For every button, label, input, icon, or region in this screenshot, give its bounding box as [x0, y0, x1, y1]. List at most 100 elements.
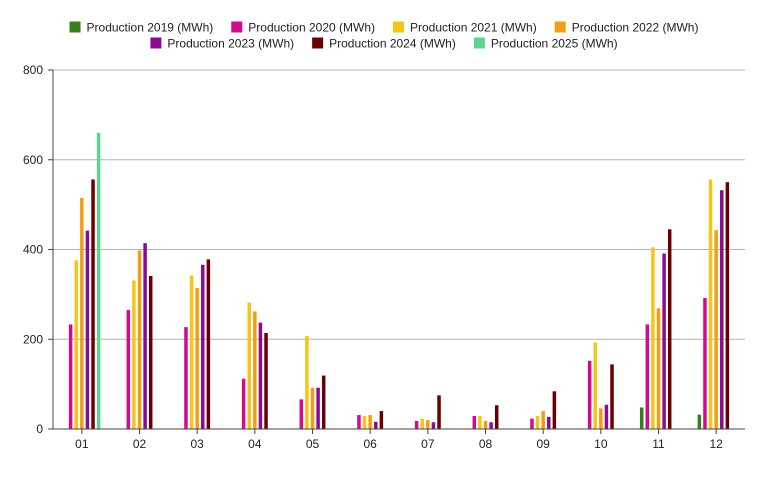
legend-label: Production 2022 (MWh): [572, 21, 699, 35]
bar: [703, 297, 707, 429]
bar: [241, 378, 246, 429]
legend-swatch: [150, 37, 162, 49]
y-tick-label: 0: [36, 422, 43, 436]
bar: [132, 280, 136, 429]
bar: [362, 415, 367, 429]
bar: [426, 420, 430, 429]
bar: [368, 415, 372, 429]
bar: [651, 247, 655, 429]
x-tick-label: 06: [363, 437, 377, 451]
bar: [420, 418, 424, 429]
bar: [247, 302, 251, 429]
bar: [656, 308, 661, 429]
legend-label: Production 2020 (MWh): [248, 21, 375, 35]
bar: [725, 182, 730, 429]
legend: Production 2019 (MWh) Production 2020 (MW…: [69, 21, 699, 51]
bar: [143, 243, 147, 429]
bar: [74, 260, 78, 429]
bar: [96, 132, 101, 429]
bar: [645, 324, 650, 429]
x-tick-label: 02: [133, 437, 147, 451]
bar: [530, 418, 534, 429]
bar: [714, 230, 718, 429]
legend-label: Production 2019 (MWh): [87, 21, 214, 35]
bar: [587, 360, 592, 429]
bar: [610, 364, 614, 429]
bar: [604, 404, 609, 429]
x-tick-label: 03: [190, 437, 204, 451]
bar: [414, 420, 419, 429]
bar: [195, 288, 199, 429]
bar: [357, 415, 361, 429]
bar: [472, 415, 477, 429]
y-tick-label: 600: [23, 153, 43, 167]
legend-label: Production 2025 (MWh): [491, 37, 618, 51]
bar: [379, 411, 384, 429]
x-axis-ticks: 01 02 03 04 05 06 07 08 09 10 11 12: [75, 429, 723, 451]
legend-label: Production 2021 (MWh): [410, 21, 537, 35]
x-tick-label: 10: [594, 437, 608, 451]
bar: [720, 190, 724, 429]
y-tick-label: 400: [23, 243, 43, 257]
legend-swatch: [231, 21, 243, 33]
x-tick-label: 05: [306, 437, 320, 451]
bar: [639, 407, 644, 429]
bar: [489, 422, 493, 429]
y-tick-label: 200: [23, 332, 43, 346]
bar: [483, 420, 488, 429]
x-tick-label: 07: [421, 437, 435, 451]
bar: [321, 375, 326, 429]
bar: [85, 230, 90, 429]
legend-label: Production 2023 (MWh): [167, 37, 294, 51]
bar: [184, 327, 188, 429]
bar: [667, 229, 672, 429]
bar: [137, 250, 142, 429]
bar: [189, 275, 194, 429]
bar: [593, 342, 597, 429]
grid-lines: [53, 69, 745, 340]
bar: [535, 415, 540, 429]
legend-swatch: [554, 21, 566, 33]
bar: [547, 416, 551, 429]
x-tick-label: 04: [248, 437, 262, 451]
bar: [126, 310, 131, 429]
bar: [431, 422, 436, 429]
x-tick-label: 12: [709, 437, 723, 451]
bar: [305, 336, 309, 429]
bar: [148, 275, 153, 429]
bar: [708, 179, 713, 429]
bar: [91, 179, 95, 429]
x-tick-label: 08: [479, 437, 493, 451]
x-tick-label: 11: [652, 437, 665, 451]
bar: [541, 411, 545, 429]
bar: [299, 399, 304, 429]
y-axis-ticks: 0 200 400 600 800: [23, 63, 53, 436]
bar: [68, 324, 73, 429]
bar: [264, 332, 268, 429]
x-tick-label: 01: [75, 437, 89, 451]
bar: [80, 197, 84, 429]
bar: [599, 408, 603, 429]
bar: [206, 259, 211, 429]
bar: [552, 391, 557, 429]
legend-swatch: [69, 21, 81, 33]
bar: [478, 415, 482, 429]
bars: [68, 132, 730, 429]
x-tick-label: 09: [536, 437, 550, 451]
bar: [697, 414, 702, 429]
bar: [662, 253, 666, 429]
bar: [437, 395, 441, 429]
legend-swatch: [473, 37, 485, 49]
bar: [258, 322, 263, 429]
legend-swatch: [393, 21, 404, 33]
bar: [494, 405, 499, 429]
legend-label: Production 2024 (MWh): [329, 37, 456, 51]
bar: [310, 387, 315, 429]
bar: [201, 264, 205, 429]
bar: [253, 311, 257, 429]
legend-swatch: [312, 37, 324, 49]
bar: [316, 387, 320, 429]
y-tick-label: 800: [23, 63, 43, 77]
